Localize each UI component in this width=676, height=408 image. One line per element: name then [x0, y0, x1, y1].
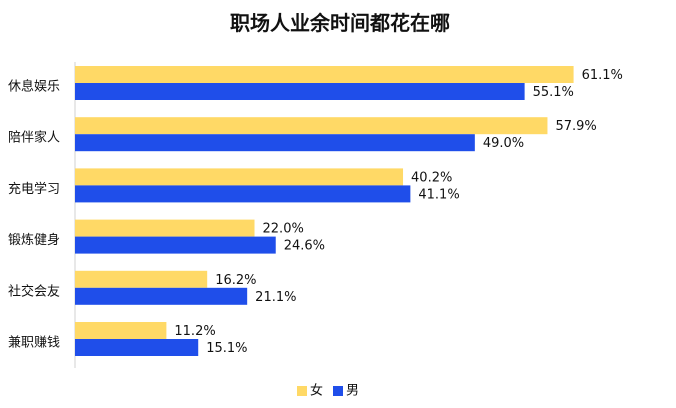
bar-female [75, 322, 167, 339]
legend-label-male: 男 [346, 384, 359, 399]
data-label: 55.1% [533, 85, 574, 100]
data-label: 16.2% [215, 273, 256, 288]
bar-female [75, 270, 208, 288]
bar-male [75, 236, 276, 254]
bar-male [75, 134, 475, 152]
data-label: 15.1% [206, 341, 247, 356]
data-label: 22.0% [263, 222, 304, 237]
data-label: 61.1% [582, 68, 623, 83]
bar-male [75, 83, 525, 100]
data-label: 24.6% [284, 239, 325, 254]
bar-male [75, 287, 248, 305]
bar-male [75, 339, 199, 356]
bars-group: 休息娱乐 61.1% 55.1% 陪伴家人 57.9% 49.0% 充电学习 40.2% 41.… [8, 66, 623, 356]
bar-female [75, 117, 548, 135]
legend-label-female: 女 [310, 383, 323, 399]
data-label: 57.9% [555, 119, 596, 134]
data-label: 49.0% [483, 136, 524, 151]
legend-swatch-female [297, 386, 307, 396]
category-label: 陪伴家人 [8, 130, 60, 146]
legend-swatch-male [333, 386, 343, 396]
data-label: 41.1% [418, 187, 459, 202]
bar-female [75, 168, 404, 186]
category-label: 锻炼健身 [8, 232, 60, 248]
bar-male [75, 185, 411, 203]
chart-title: 职场人业余时间都花在哪 [230, 11, 450, 35]
data-label: 11.2% [174, 324, 215, 339]
legend: 女男 [297, 383, 359, 399]
category-label: 充电学习 [8, 181, 60, 197]
category-label: 兼职赚钱 [8, 335, 60, 351]
category-label: 休息娱乐 [8, 79, 60, 95]
category-label: 社交会友 [8, 283, 60, 299]
data-label: 40.2% [411, 170, 452, 185]
data-label: 21.1% [255, 290, 296, 305]
bar-female [75, 219, 255, 237]
bar-female [75, 66, 574, 83]
